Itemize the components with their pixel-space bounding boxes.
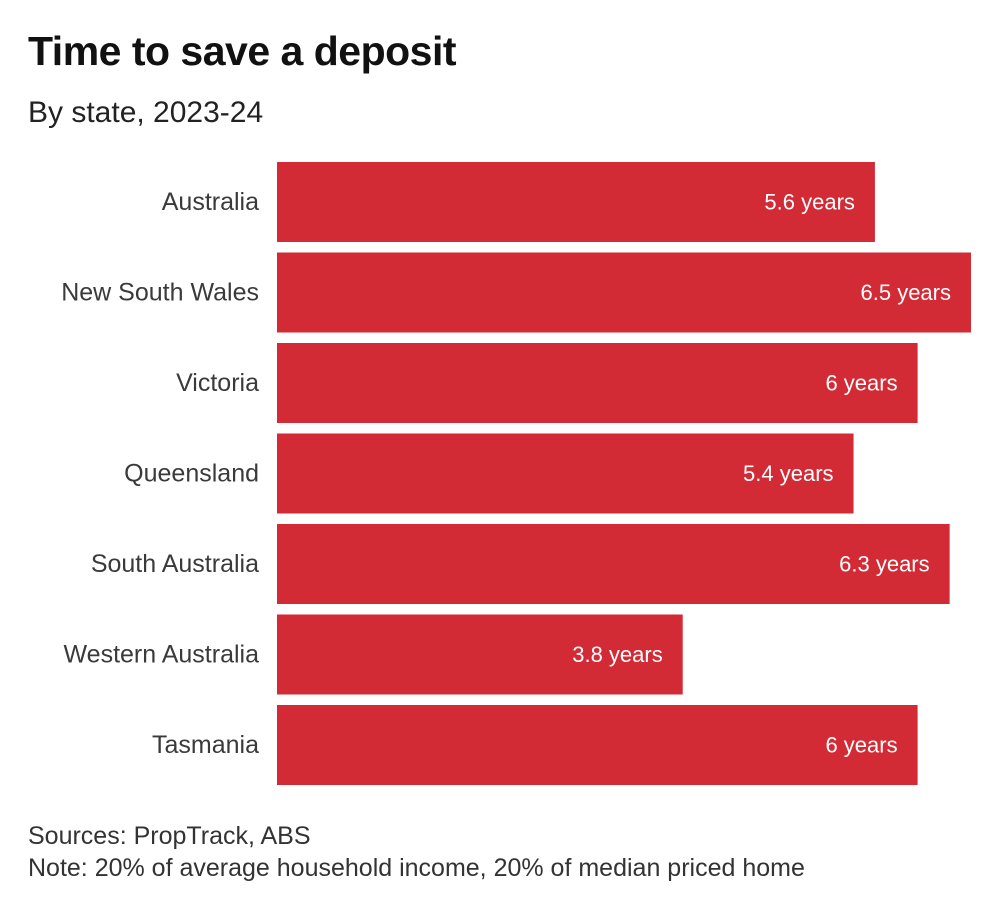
category-label: Queensland (124, 460, 259, 488)
bar-south-australia (277, 524, 950, 604)
category-label: Victoria (176, 369, 259, 397)
sources-note: Sources: PropTrack, ABS (28, 822, 311, 850)
bar-western-australia (277, 614, 683, 695)
chart-footer: Sources: PropTrack, ABS Note: 20% of ave… (28, 820, 805, 884)
category-label: Western Australia (64, 641, 260, 669)
bar-tasmania (277, 705, 918, 785)
category-label: Tasmania (152, 731, 259, 759)
bar-victoria (277, 343, 918, 423)
category-label: New South Wales (61, 279, 259, 307)
bar-new-south-wales (277, 252, 971, 333)
bar-australia (277, 162, 875, 242)
value-label: 6.5 years (861, 280, 952, 305)
value-label: 5.4 years (743, 461, 834, 486)
value-label: 3.8 years (572, 642, 663, 667)
value-label: 5.6 years (764, 190, 855, 215)
value-label: 6 years (825, 371, 897, 396)
chart-title: Time to save a deposit (28, 28, 457, 74)
methodology-note: Note: 20% of average household income, 2… (28, 854, 805, 882)
bar-queensland (277, 433, 854, 514)
category-label: South Australia (91, 550, 259, 578)
chart-subtitle: By state, 2023-24 (28, 96, 264, 129)
value-label: 6.3 years (839, 552, 930, 577)
category-label: Australia (162, 188, 259, 216)
value-label: 6 years (825, 733, 897, 758)
